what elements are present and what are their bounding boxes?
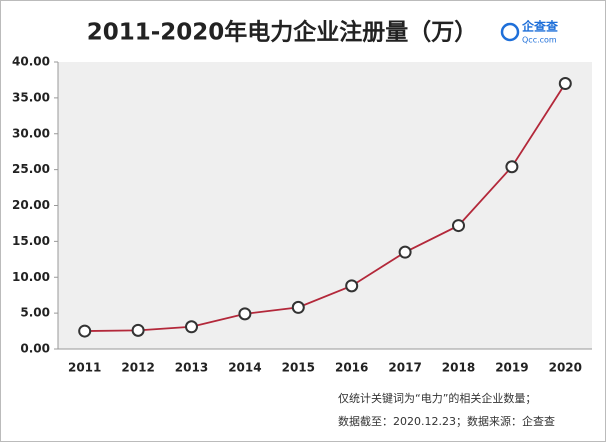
x-tick-label: 2020 bbox=[549, 361, 582, 375]
x-tick-label: 2012 bbox=[121, 361, 154, 375]
data-point bbox=[238, 307, 252, 321]
x-tick-label: 2016 bbox=[335, 361, 368, 375]
footnote: 仅统计关键词为“电力”的相关企业数量； bbox=[338, 391, 536, 405]
logo-icon bbox=[500, 22, 520, 42]
data-point bbox=[505, 160, 519, 174]
footnote: 数据截至：2020.12.23；数据来源：企查查 bbox=[338, 414, 555, 428]
y-tick-label: 40.00 bbox=[12, 55, 50, 69]
logo-subtext: Qcc.com bbox=[522, 36, 557, 45]
x-tick-label: 2018 bbox=[442, 361, 475, 375]
data-point bbox=[345, 279, 359, 293]
y-tick-label: 20.00 bbox=[12, 198, 50, 212]
plot-area bbox=[58, 62, 592, 349]
data-point bbox=[78, 324, 92, 338]
data-point bbox=[398, 245, 412, 259]
data-point bbox=[452, 219, 465, 233]
y-tick-label: 25.00 bbox=[12, 162, 50, 176]
y-tick-label: 0.00 bbox=[20, 342, 50, 356]
y-tick-label: 35.00 bbox=[12, 90, 50, 104]
data-point bbox=[291, 300, 305, 314]
logo-text: 企查查 bbox=[521, 19, 559, 34]
x-tick-label: 2011 bbox=[68, 361, 101, 375]
data-point bbox=[131, 323, 145, 337]
x-tick-label: 2014 bbox=[228, 361, 261, 375]
x-tick-label: 2017 bbox=[388, 361, 421, 375]
data-point bbox=[558, 77, 572, 91]
x-tick-label: 2019 bbox=[495, 361, 528, 375]
y-tick-label: 30.00 bbox=[12, 126, 50, 140]
x-tick-label: 2013 bbox=[175, 361, 208, 375]
y-tick-label: 15.00 bbox=[12, 234, 50, 248]
x-tick-label: 2015 bbox=[282, 361, 315, 375]
chart-title: 2011-2020年电力企业注册量（万） bbox=[87, 19, 478, 46]
y-tick-label: 10.00 bbox=[12, 270, 50, 284]
y-tick-label: 5.00 bbox=[20, 306, 50, 320]
data-line bbox=[84, 83, 567, 332]
data-point bbox=[185, 320, 198, 334]
